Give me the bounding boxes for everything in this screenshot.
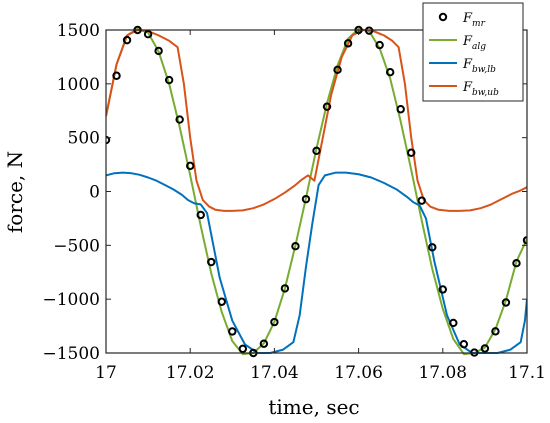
data-point-mr [228, 327, 237, 336]
legend-item-mr: Fmr [438, 11, 486, 29]
data-point-mr [512, 259, 521, 268]
legend-label-alg: Falg [462, 34, 486, 52]
data-point-mr [385, 68, 395, 77]
x-tick-label: 17.04 [250, 363, 299, 383]
data-point-mr [501, 298, 511, 307]
data-point-mr [301, 194, 311, 204]
y-tick-label: 0 [89, 183, 100, 203]
axes: 17 17.02 17.04 17.06 17.08 17.1 −1500 −1000 −500… [42, 21, 545, 383]
data-point-mr [364, 26, 374, 35]
data-point-mr [480, 344, 490, 353]
y-tick-label: −1500 [42, 344, 100, 364]
data-point-mr [143, 30, 153, 39]
legend: Fmr Falg Fbw,lb Fbw,ub [422, 2, 524, 102]
x-axis-label: time, sec [268, 395, 359, 419]
data-point-mr [333, 65, 342, 75]
data-point-mr [438, 285, 447, 294]
legend-label-bw_lb: Fbw,lb [462, 57, 496, 75]
data-point-mr [428, 243, 437, 252]
x-tick-label: 17.1 [508, 363, 546, 383]
data-point-mr [164, 75, 174, 85]
data-point-mr [175, 115, 184, 124]
data-point-mr [459, 339, 469, 349]
y-tick-label: 1500 [57, 21, 100, 41]
y-axis-label: force, N [3, 151, 27, 233]
data-point-mr [312, 146, 321, 156]
x-tick-label: 17.08 [418, 363, 467, 383]
data-point-mr [375, 40, 384, 50]
data-point-mr [270, 317, 279, 327]
data-point-mr [217, 297, 226, 306]
legend-marker-mr [438, 12, 448, 22]
legend-item-bw_lb: Fbw,lb [429, 57, 496, 75]
y-tick-label: 500 [68, 129, 100, 149]
data-point-mr [322, 102, 332, 111]
data-point-mr [407, 148, 416, 157]
data-point-mr [343, 39, 353, 48]
data-point-mr [154, 46, 163, 56]
x-tick-label: 17.06 [334, 363, 383, 383]
data-point-mr [417, 196, 426, 205]
data-point-mr [207, 257, 216, 267]
data-point-mr [122, 35, 132, 45]
data-point-mr [196, 210, 205, 220]
legend-item-bw_ub: Fbw,ub [429, 80, 499, 98]
y-tick-label: −1000 [42, 290, 100, 310]
data-point-mr [396, 105, 405, 114]
data-point-mr [291, 241, 300, 251]
data-point-mr [112, 71, 121, 80]
y-tick-label: 1000 [57, 75, 100, 95]
data-point-mr [280, 284, 290, 293]
series-line-bw_ub [106, 29, 527, 212]
series-bw_ub [106, 29, 527, 212]
data-point-mr [186, 161, 195, 171]
data-point-mr [449, 318, 458, 328]
x-tick-label: 17 [95, 363, 117, 383]
y-tick-label: −500 [53, 236, 100, 256]
data-point-mr [238, 344, 248, 353]
legend-label-bw_ub: Fbw,ub [462, 80, 499, 98]
legend-label-mr: Fmr [462, 11, 486, 29]
data-point-mr [491, 327, 500, 336]
x-tick-label: 17.02 [166, 363, 215, 383]
legend-item-alg: Falg [429, 34, 486, 52]
data-point-mr [259, 339, 269, 348]
